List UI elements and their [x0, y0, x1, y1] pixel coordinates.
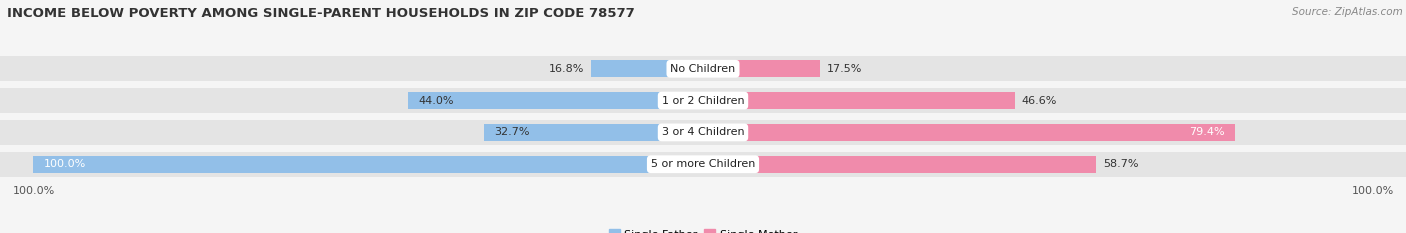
Text: 58.7%: 58.7%	[1102, 159, 1139, 169]
Text: 100.0%: 100.0%	[44, 159, 86, 169]
Text: Source: ZipAtlas.com: Source: ZipAtlas.com	[1292, 7, 1403, 17]
Text: 46.6%: 46.6%	[1022, 96, 1057, 106]
Bar	[703, 124, 1234, 141]
Bar	[0, 56, 1406, 81]
Text: 32.7%: 32.7%	[494, 127, 530, 137]
Bar	[484, 124, 703, 141]
Text: 1 or 2 Children: 1 or 2 Children	[662, 96, 744, 106]
Bar	[703, 156, 1097, 172]
Bar	[408, 92, 703, 109]
Text: 44.0%: 44.0%	[419, 96, 454, 106]
Text: No Children: No Children	[671, 64, 735, 74]
Legend: Single Father, Single Mother: Single Father, Single Mother	[605, 225, 801, 233]
Bar	[0, 88, 1406, 113]
Text: INCOME BELOW POVERTY AMONG SINGLE-PARENT HOUSEHOLDS IN ZIP CODE 78577: INCOME BELOW POVERTY AMONG SINGLE-PARENT…	[7, 7, 634, 20]
Bar	[0, 152, 1406, 177]
Text: 79.4%: 79.4%	[1189, 127, 1225, 137]
Bar	[703, 61, 820, 77]
Text: 16.8%: 16.8%	[548, 64, 583, 74]
Bar	[703, 92, 1015, 109]
Bar	[0, 120, 1406, 145]
Bar	[591, 61, 703, 77]
Text: 5 or more Children: 5 or more Children	[651, 159, 755, 169]
Text: 17.5%: 17.5%	[827, 64, 862, 74]
Bar	[34, 156, 703, 172]
Text: 3 or 4 Children: 3 or 4 Children	[662, 127, 744, 137]
